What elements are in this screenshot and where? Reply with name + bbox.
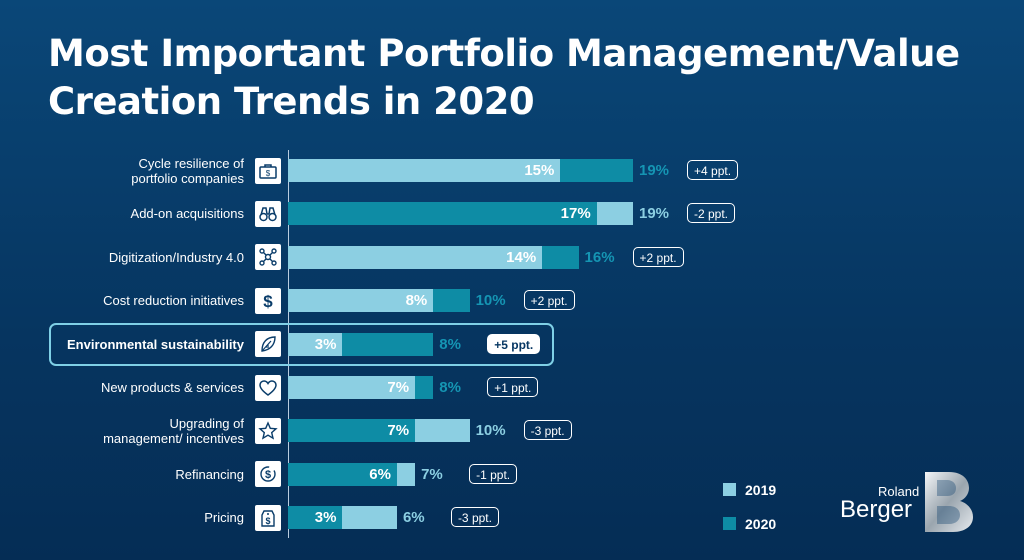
briefcase-money-icon: $ — [255, 157, 281, 184]
bar-2019 — [288, 159, 561, 182]
category-label: Environmental sustainability — [4, 337, 244, 352]
logo-text-berger: Berger — [840, 496, 913, 523]
bar-2019 — [288, 245, 543, 269]
value-label-end: 8% — [439, 379, 461, 396]
category-label: Upgrading of management/ incentives — [4, 416, 244, 446]
category-label-line: portfolio companies — [131, 170, 244, 186]
heart-icon — [255, 374, 281, 401]
value-label-end: 6% — [402, 509, 425, 527]
category-label: Refinancing — [4, 467, 244, 482]
legend-swatch-2019 — [723, 483, 736, 496]
dollar-icon: $ — [255, 287, 281, 314]
svg-text:$: $ — [265, 516, 270, 526]
category-label-line: Environmental sustainability — [67, 336, 244, 352]
value-label-inside: 6% — [369, 465, 391, 483]
value-label-end: 10% — [475, 292, 506, 310]
bar-2020 — [288, 462, 397, 486]
logo-b-mark-icon — [925, 472, 973, 532]
change-badge: +2 ppt. — [632, 246, 684, 267]
binoculars-icon — [255, 200, 281, 227]
change-badge: -3 ppt. — [450, 507, 499, 528]
title-line-2: Creation Trends in 2020 — [48, 80, 535, 123]
leaf-icon — [255, 331, 281, 358]
value-label-inside: 3% — [314, 509, 337, 527]
category-label-line: Add-on acquisitions — [130, 206, 244, 222]
price-tag-icon: $ — [255, 504, 281, 531]
bar-2019 — [288, 376, 416, 399]
category-label-line: Upgrading of — [169, 415, 244, 431]
svg-text:$: $ — [266, 169, 271, 178]
category-label: New products & services — [4, 380, 244, 395]
category-label-line: New products & services — [100, 380, 244, 395]
chart-title: Most Important Portfolio Management/Valu… — [48, 30, 988, 126]
value-label-end: 16% — [584, 248, 615, 266]
category-label: Pricing — [4, 510, 244, 525]
title-line-1: Most Important Portfolio Management/Valu… — [48, 32, 960, 75]
highlight-frame — [49, 323, 554, 366]
svg-text:$: $ — [265, 469, 271, 481]
legend-label-2020: 2020 — [745, 516, 777, 532]
svg-text:$: $ — [263, 292, 273, 311]
logo-text-roland: Roland — [878, 484, 920, 499]
bar-2020 — [288, 202, 597, 226]
value-label-inside: 3% — [314, 335, 337, 353]
bar-2019 — [288, 289, 434, 313]
value-label-end: 10% — [475, 422, 506, 440]
value-label-end: 19% — [639, 205, 670, 223]
bar-2019 — [288, 332, 343, 356]
change-badge: -2 ppt. — [687, 203, 736, 224]
category-label: Add-on acquisitions — [4, 206, 244, 221]
value-label-inside: 17% — [560, 205, 591, 223]
change-badge: +4 ppt. — [687, 160, 739, 180]
refinance-dollar-icon: $ — [255, 461, 281, 488]
category-label: Cost reduction initiatives — [4, 293, 244, 308]
value-label-inside: 7% — [387, 379, 410, 396]
category-label-line: Cost reduction initiatives — [103, 293, 244, 309]
category-label-line: Pricing — [204, 510, 244, 526]
value-label-inside: 14% — [506, 248, 537, 266]
change-badge: -3 ppt. — [523, 420, 572, 441]
bar-2020 — [288, 419, 416, 443]
value-label-inside: 15% — [524, 162, 555, 179]
bar-2020 — [288, 506, 343, 530]
value-label-inside: 7% — [387, 422, 410, 440]
value-label-end: 19% — [639, 162, 670, 179]
change-badge: +1 ppt. — [487, 377, 539, 397]
value-label-inside: 8% — [405, 292, 428, 310]
change-badge: +2 ppt. — [523, 290, 575, 311]
change-badge: -1 ppt. — [469, 463, 518, 484]
change-badge: +5 ppt. — [487, 333, 541, 354]
category-label-line: management/ incentives — [103, 430, 244, 446]
category-label-line: Refinancing — [175, 466, 244, 482]
value-label-end: 7% — [421, 465, 443, 483]
legend-swatch-2020 — [723, 517, 736, 530]
category-label: Digitization/Industry 4.0 — [4, 250, 244, 265]
legend-label-2019: 2019 — [745, 482, 777, 498]
value-label-end: 8% — [439, 335, 461, 353]
category-label: Cycle resilience of portfolio companies — [4, 156, 244, 186]
category-label-line: Cycle resilience of — [138, 155, 245, 171]
category-label-line: Digitization/Industry 4.0 — [108, 249, 244, 265]
network-icon — [255, 244, 281, 271]
star-icon — [255, 417, 281, 444]
